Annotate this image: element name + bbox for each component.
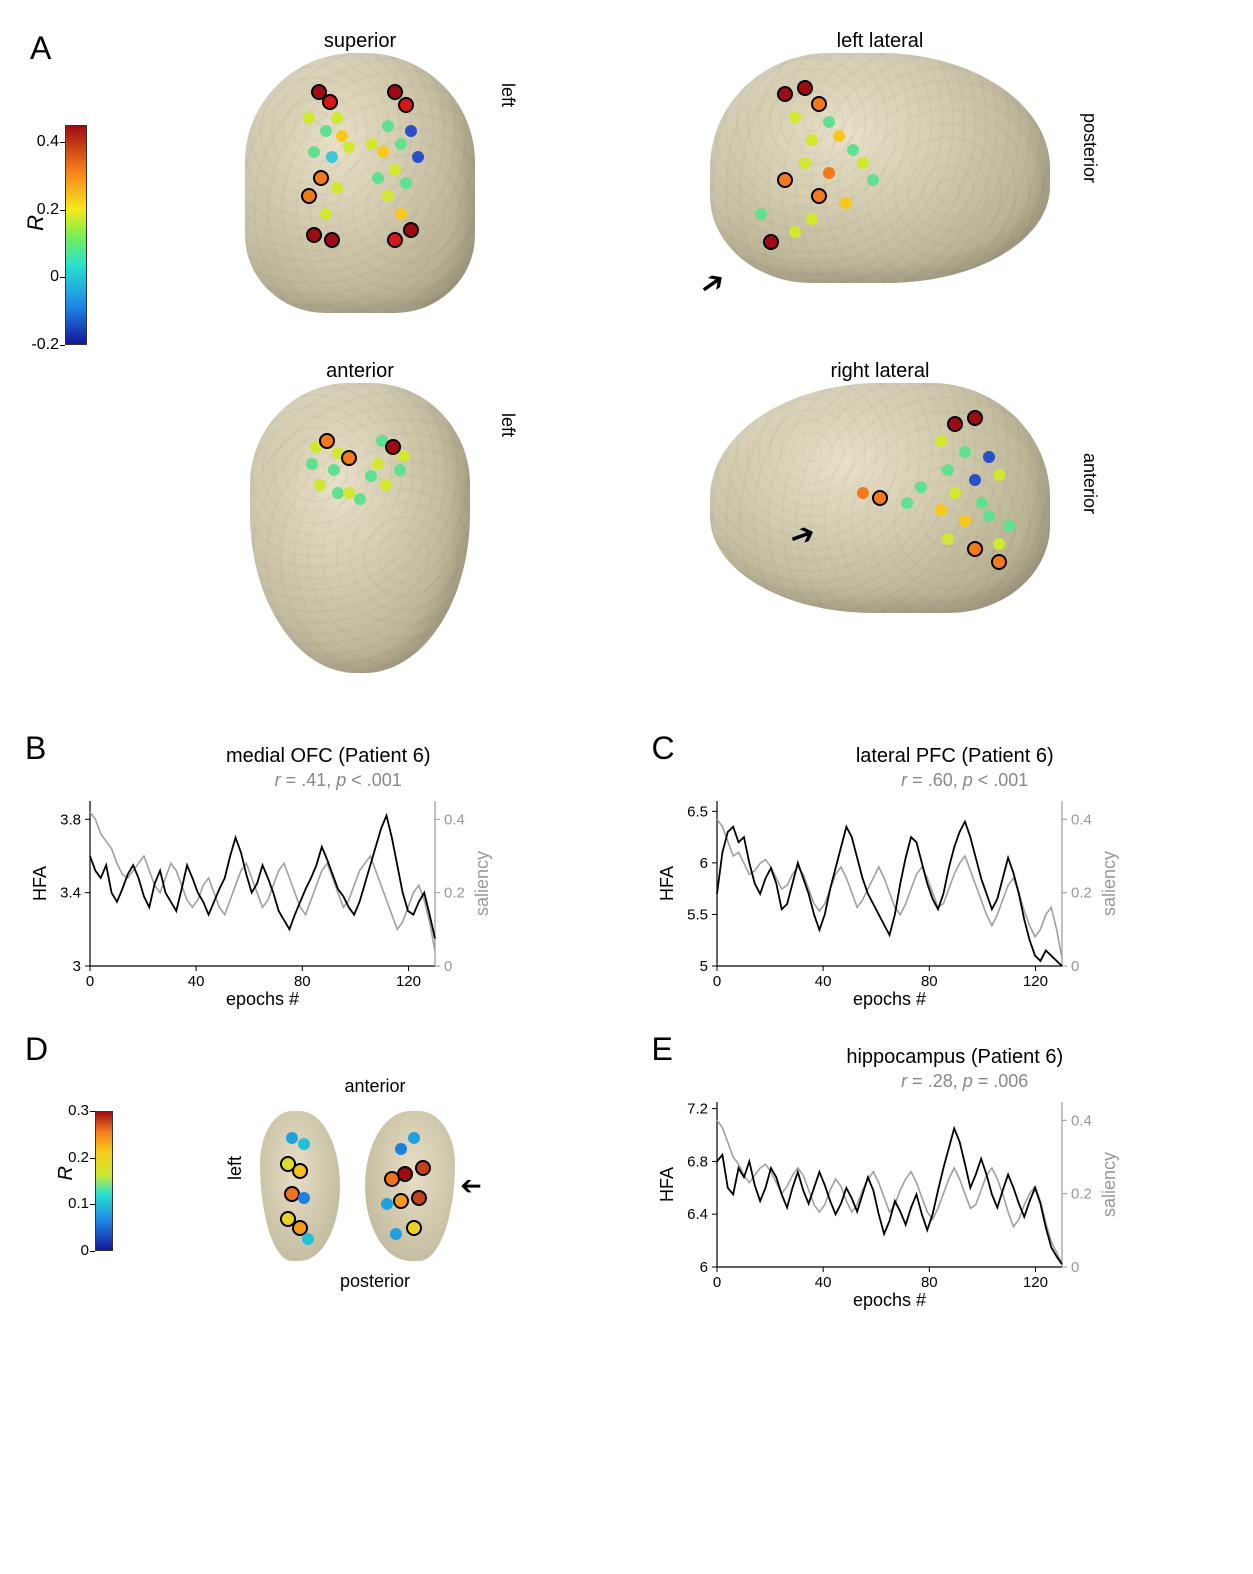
chart-b: 0 40 80 120 3 3.4 3.8 0 0.2 0.4 epochs # HFA salienc… — [30, 791, 500, 1011]
panel-e-label: E — [652, 1031, 673, 1068]
svg-text:120: 120 — [1022, 973, 1047, 990]
panel-c-p: < .001 — [978, 770, 1029, 790]
svg-text:6: 6 — [699, 1259, 707, 1276]
view-leftlat-side: posterior — [1079, 113, 1100, 183]
svg-text:3.8: 3.8 — [60, 811, 81, 828]
colorbar-d-title: R — [55, 1166, 78, 1180]
view-superior: superior left — [210, 30, 510, 313]
svg-text:120: 120 — [396, 973, 421, 990]
panel-b-title: medial OFC (Patient 6) — [60, 745, 597, 768]
svg-text:80: 80 — [920, 973, 937, 990]
arrow-icon: ➔ — [460, 1171, 482, 1202]
svg-text:5: 5 — [699, 958, 707, 975]
figure-root: A R -0.200.20.4 superior left anterior l… — [30, 30, 1223, 1326]
panel-b-stats: r = .41, p < .001 — [80, 770, 597, 791]
chart-e: 0 40 80 120 6 6.4 6.8 7.2 0 0.2 0.4 epochs # HFA sali… — [657, 1092, 1127, 1312]
svg-text:40: 40 — [188, 973, 205, 990]
svg-text:0.4: 0.4 — [444, 811, 465, 828]
brain-rightlat — [710, 383, 1050, 613]
brain-leftlat — [710, 53, 1050, 283]
view-anterior: anterior left — [210, 360, 510, 673]
view-rightlat: right lateral anterior ➔ — [670, 360, 1090, 613]
panel-d-label: D — [25, 1031, 48, 1068]
panel-b: B medial OFC (Patient 6) r = .41, p < .0… — [30, 745, 597, 1011]
chart-c: 0 40 80 120 5 5.5 6 6.5 0 0.2 0.4 epochs # HFA salien… — [657, 791, 1127, 1011]
svg-text:6.4: 6.4 — [687, 1206, 708, 1223]
svg-text:0.2: 0.2 — [1071, 1186, 1092, 1203]
panel-e: E hippocampus (Patient 6) r = .28, p = .… — [657, 1046, 1224, 1312]
svg-text:0: 0 — [712, 1274, 720, 1291]
svg-text:0.2: 0.2 — [444, 885, 465, 902]
panel-c: C lateral PFC (Patient 6) r = .60, p < .… — [657, 745, 1224, 1011]
svg-text:saliency: saliency — [472, 851, 492, 916]
row-de: D R 00.10.20.3 anterior left ➔ posterior… — [30, 1046, 1223, 1326]
panel-c-title: lateral PFC (Patient 6) — [687, 745, 1224, 768]
row-bc: B medial OFC (Patient 6) r = .41, p < .0… — [30, 745, 1223, 1011]
panel-a: R -0.200.20.4 superior left anterior lef… — [30, 30, 1223, 710]
panel-c-r: .60 — [928, 770, 953, 790]
view-rightlat-title: right lateral — [670, 360, 1090, 383]
svg-text:40: 40 — [814, 973, 831, 990]
svg-text:120: 120 — [1022, 1274, 1047, 1291]
svg-text:HFA: HFA — [30, 866, 50, 901]
view-leftlat-title: left lateral — [670, 30, 1090, 53]
brain-superior — [245, 53, 475, 313]
colorbar-d — [95, 1111, 113, 1251]
svg-text:40: 40 — [814, 1274, 831, 1291]
panel-e-stats: r = .28, p = .006 — [707, 1071, 1224, 1092]
svg-text:epochs #: epochs # — [852, 989, 925, 1009]
hippocampus-right — [365, 1111, 455, 1261]
colorbar-a-wrap: R -0.200.20.4 — [65, 125, 87, 345]
svg-text:80: 80 — [294, 973, 311, 990]
svg-text:0.4: 0.4 — [1071, 1112, 1092, 1129]
svg-text:3: 3 — [73, 958, 81, 975]
colorbar-a — [65, 125, 87, 345]
svg-text:6.8: 6.8 — [687, 1153, 708, 1170]
svg-text:0.4: 0.4 — [1071, 811, 1092, 828]
svg-text:epochs #: epochs # — [852, 1290, 925, 1310]
panel-d-bottom-label: posterior — [285, 1271, 465, 1292]
panel-c-label: C — [652, 730, 675, 767]
svg-text:7.2: 7.2 — [687, 1101, 708, 1118]
view-rightlat-side: anterior — [1079, 453, 1100, 514]
svg-text:3.4: 3.4 — [60, 885, 81, 902]
view-anterior-title: anterior — [210, 360, 510, 383]
panel-e-title: hippocampus (Patient 6) — [687, 1046, 1224, 1069]
svg-text:0: 0 — [444, 958, 452, 975]
svg-text:80: 80 — [920, 1274, 937, 1291]
view-leftlat: left lateral posterior ➔ — [670, 30, 1090, 283]
view-anterior-side: left — [497, 413, 518, 437]
brain-anterior — [250, 383, 470, 673]
view-superior-side: left — [497, 83, 518, 107]
svg-text:0: 0 — [1071, 1259, 1079, 1276]
colorbar-d-wrap: R 00.10.20.3 — [95, 1111, 113, 1251]
panel-d-top-label: anterior — [285, 1076, 465, 1097]
hippocampus-left — [260, 1111, 340, 1261]
svg-text:0: 0 — [86, 973, 94, 990]
svg-text:6.5: 6.5 — [687, 803, 708, 820]
panel-b-p: < .001 — [351, 770, 402, 790]
svg-text:0: 0 — [1071, 958, 1079, 975]
panel-b-r: .41 — [301, 770, 326, 790]
svg-text:HFA: HFA — [657, 866, 677, 901]
svg-text:6: 6 — [699, 855, 707, 872]
svg-text:0.2: 0.2 — [1071, 885, 1092, 902]
svg-text:saliency: saliency — [1099, 851, 1119, 916]
view-superior-title: superior — [210, 30, 510, 53]
panel-d-side-label: left — [225, 1156, 246, 1180]
svg-text:5.5: 5.5 — [687, 906, 708, 923]
svg-text:epochs #: epochs # — [226, 989, 299, 1009]
svg-text:saliency: saliency — [1099, 1152, 1119, 1217]
panel-e-r: .28 — [928, 1071, 953, 1091]
panel-d: D R 00.10.20.3 anterior left ➔ posterior — [30, 1046, 597, 1326]
panel-b-label: B — [25, 730, 46, 767]
svg-text:HFA: HFA — [657, 1167, 677, 1202]
panel-e-p: = .006 — [978, 1071, 1029, 1091]
svg-text:0: 0 — [712, 973, 720, 990]
panel-c-stats: r = .60, p < .001 — [707, 770, 1224, 791]
